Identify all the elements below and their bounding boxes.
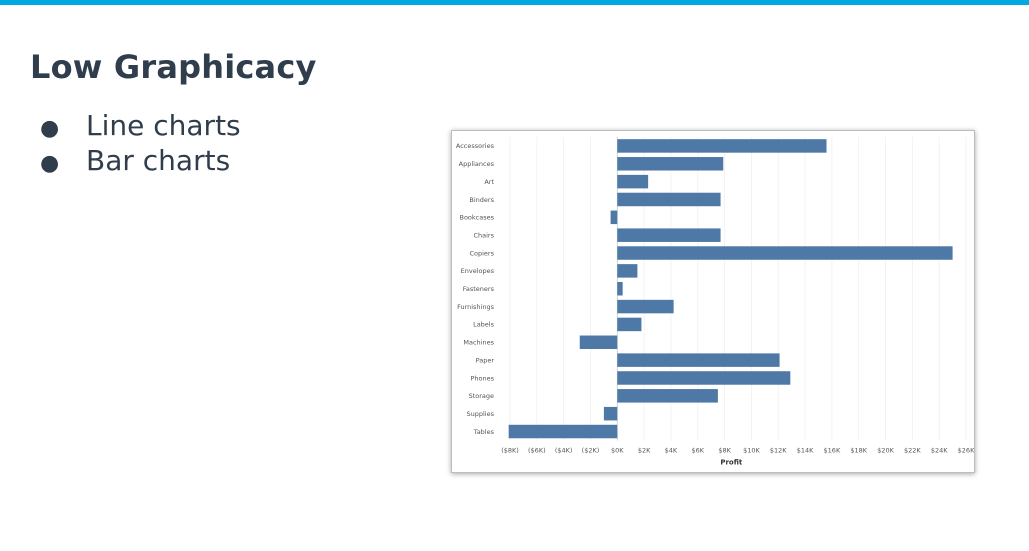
x-tick-label: $16K	[824, 446, 841, 454]
category-label: Phones	[470, 374, 494, 382]
bar	[617, 228, 721, 242]
category-label: Appliances	[459, 160, 495, 168]
x-tick-label: $22K	[904, 446, 921, 454]
bar	[617, 299, 674, 314]
category-label: Furnishings	[457, 303, 495, 311]
x-tick-label: ($2K)	[582, 446, 600, 454]
bar	[610, 210, 618, 225]
bar	[508, 424, 618, 439]
top-accent-bar	[0, 0, 1029, 5]
bullet-dot-icon: ●	[40, 116, 60, 141]
x-tick-label: $18K	[850, 446, 867, 454]
category-label: Tables	[473, 428, 495, 436]
category-label: Accessories	[456, 142, 495, 150]
bar	[617, 174, 649, 189]
bar	[617, 389, 718, 403]
chart-svg: Accessories Appliances Art Binders Bookcases…	[456, 137, 974, 466]
category-label: Envelopes	[461, 267, 495, 275]
x-tick-label: $4K	[665, 446, 678, 454]
bar	[617, 192, 721, 207]
x-tick-labels: ($8K) ($6K) ($4K) ($2K) $0K $2K $4K $6K $8K $10K $…	[501, 446, 974, 454]
slide-title: Low Graphicacy	[30, 48, 317, 86]
grid-lines	[509, 137, 967, 441]
bars	[508, 139, 953, 439]
category-label: Machines	[463, 339, 494, 347]
bullet-item: ● Line charts	[40, 108, 241, 143]
x-tick-label: $14K	[797, 446, 814, 454]
x-tick-label: ($8K)	[501, 446, 519, 454]
bullet-text: Bar charts	[86, 144, 231, 177]
category-label: Storage	[469, 392, 494, 400]
category-labels: Accessories Appliances Art Binders Bookcases…	[456, 142, 495, 436]
x-tick-label: ($4K)	[555, 446, 573, 454]
x-axis-title: Profit	[720, 458, 743, 466]
x-tick-label: $2K	[638, 446, 651, 454]
category-label: Chairs	[473, 231, 494, 239]
bar	[603, 406, 618, 421]
bar	[617, 371, 791, 385]
bar	[617, 281, 623, 296]
category-label: Supplies	[467, 410, 495, 418]
bullet-list: ● Line charts ● Bar charts	[40, 108, 241, 178]
bullet-dot-icon: ●	[40, 151, 60, 176]
bar	[617, 353, 780, 367]
bar	[579, 335, 618, 350]
profit-bar-chart: Accessories Appliances Art Binders Bookcases…	[451, 130, 975, 473]
x-tick-label: $20K	[877, 446, 894, 454]
x-tick-label: $10K	[743, 446, 760, 454]
bar	[617, 246, 953, 260]
category-label: Binders	[469, 196, 494, 204]
bullet-item: ● Bar charts	[40, 143, 241, 178]
x-tick-label: $6K	[691, 446, 704, 454]
category-label: Art	[484, 178, 494, 186]
x-tick-label: $24K	[931, 446, 948, 454]
category-label: Copiers	[469, 249, 494, 257]
category-label: Fasteners	[463, 285, 495, 293]
category-label: Labels	[473, 321, 495, 329]
x-tick-label: $8K	[718, 446, 731, 454]
bullet-text: Line charts	[86, 109, 241, 142]
x-tick-label: $0K	[611, 446, 624, 454]
bar	[617, 317, 642, 332]
x-tick-label: $12K	[770, 446, 787, 454]
x-tick-label: ($6K)	[528, 446, 546, 454]
bar	[617, 139, 827, 153]
x-tick-label: $26K	[958, 446, 974, 454]
category-label: Paper	[476, 356, 495, 364]
bar	[617, 157, 724, 171]
category-label: Bookcases	[459, 214, 494, 222]
bar	[617, 264, 638, 278]
